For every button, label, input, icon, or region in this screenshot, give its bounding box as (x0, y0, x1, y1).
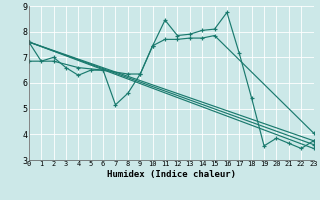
X-axis label: Humidex (Indice chaleur): Humidex (Indice chaleur) (107, 170, 236, 179)
